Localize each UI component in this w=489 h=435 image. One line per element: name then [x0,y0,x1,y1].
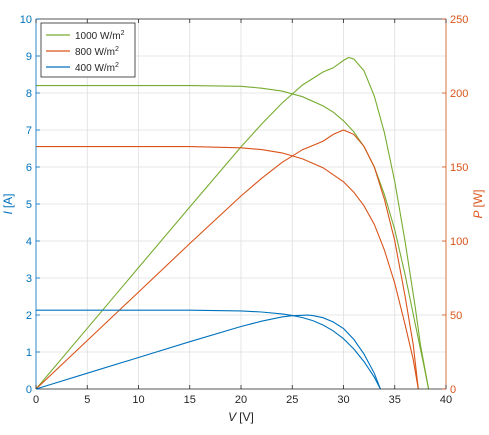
legend-label-400: 400 W/m2 [75,62,119,74]
axes [35,18,447,390]
y-axis-right-label: P[W] [471,189,485,218]
curves [35,56,430,390]
x-tick-label: 20 [235,394,247,406]
power-curve-1000 [35,56,430,390]
x-tick-label: 5 [84,394,90,406]
current-curve-1000 [36,85,430,390]
legend: 1000 W/m2 800 W/m2 400 W/m2 [40,22,136,78]
current-curve-400 [36,309,381,390]
legend-label-1000: 1000 W/m2 [75,30,125,42]
y-right-tick-label: 250 [450,14,468,26]
tick-labels: 0 5 10 15 20 25 30 35 40012345678910050100150200… [20,14,469,406]
y-right-tick-label: 150 [450,162,468,174]
y-left-tick-label: 5 [26,199,32,211]
power-curve-400 [35,314,381,390]
y-left-tick-label: 9 [26,51,32,63]
y-left-tick-label: 4 [26,236,32,248]
y-left-tick-label: 3 [26,273,32,285]
y-right-tick-label: 200 [450,88,468,100]
y-left-tick-label: 0 [26,384,32,396]
y-left-tick-label: 10 [20,14,32,26]
x-tick-label: 10 [132,394,144,406]
power-curve-800 [35,129,419,390]
y-left-tick-label: 2 [26,310,32,322]
y-left-tick-label: 8 [26,88,32,100]
legend-box [40,22,136,78]
legend-label-800: 800 W/m2 [75,46,119,58]
current-curve-800 [36,146,419,390]
y-right-tick-label: 100 [450,236,468,248]
y-left-tick-label: 7 [26,125,32,137]
x-tick-label: 40 [440,394,452,406]
y-axis-left-label: I[A] [1,193,15,214]
x-axis-label: V [V] [228,410,254,424]
x-tick-label: 15 [184,394,196,406]
y-left-tick-label: 1 [26,347,32,359]
x-tick-label: 25 [286,394,298,406]
x-tick-label: 30 [337,394,349,406]
y-right-tick-label: 0 [450,384,456,396]
y-right-tick-label: 50 [450,310,462,322]
x-tick-label: 0 [33,394,39,406]
y-left-tick-label: 6 [26,162,32,174]
x-tick-label: 35 [389,394,401,406]
